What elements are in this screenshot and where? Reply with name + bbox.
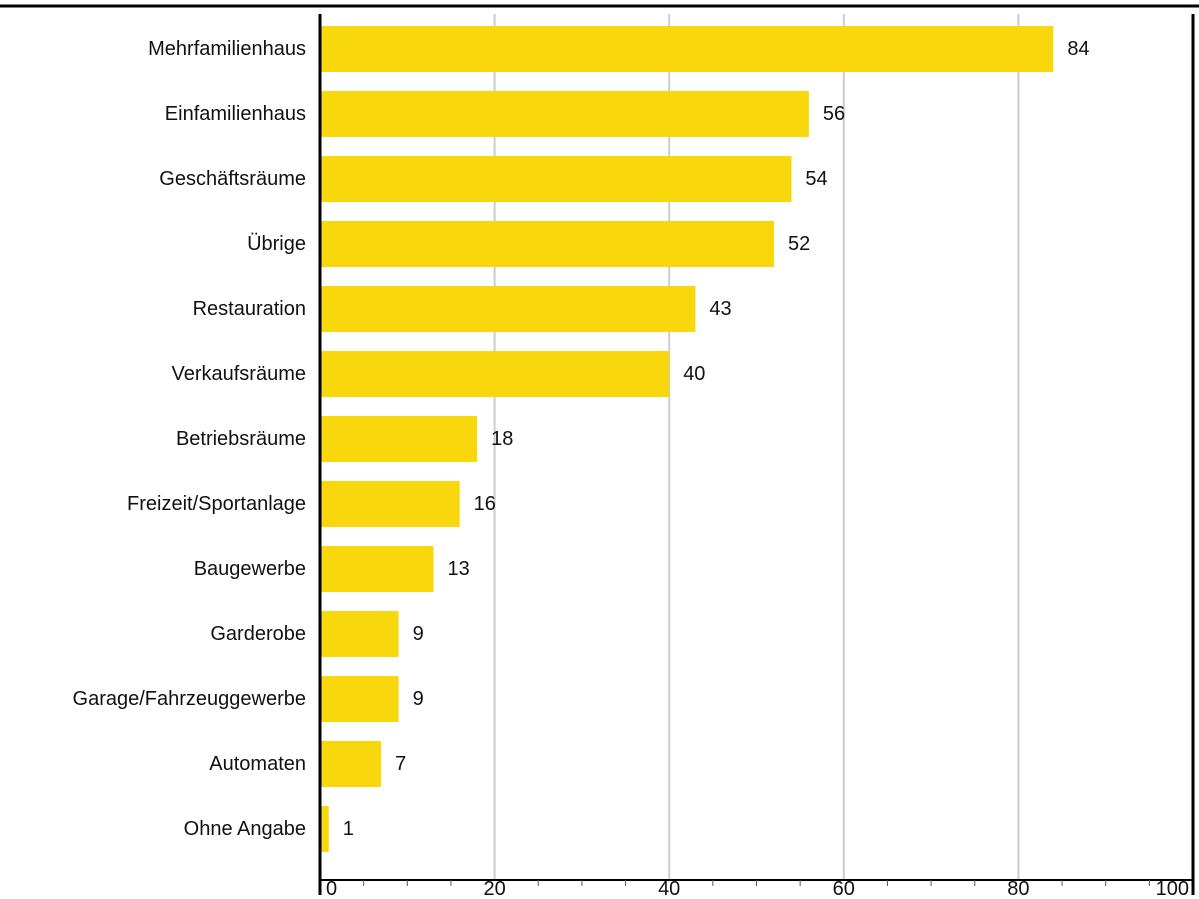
- x-tick-label-2: 40: [658, 878, 680, 899]
- category-label-5: Verkaufsräume: [171, 363, 306, 385]
- bar-2: [320, 156, 791, 202]
- x-tick-label-5: 100: [1156, 878, 1189, 899]
- value-label-4: 43: [709, 298, 731, 320]
- gridlines: [495, 14, 1193, 880]
- value-label-0: 84: [1067, 38, 1089, 60]
- x-tick-label-0: 0: [326, 878, 337, 899]
- category-label-1: Einfamilienhaus: [165, 103, 306, 125]
- bar-11: [320, 741, 381, 787]
- bar-8: [320, 546, 433, 592]
- value-label-5: 40: [683, 363, 705, 385]
- bar-1: [320, 91, 809, 137]
- bar-7: [320, 481, 460, 527]
- category-label-10: Garage/Fahrzeuggewerbe: [73, 688, 306, 710]
- category-label-0: Mehrfamilienhaus: [148, 38, 306, 60]
- value-label-11: 7: [395, 753, 406, 775]
- value-label-8: 13: [447, 558, 469, 580]
- x-tick-label-1: 20: [483, 878, 505, 899]
- bar-4: [320, 286, 695, 332]
- value-label-9: 9: [413, 623, 424, 645]
- category-label-2: Geschäftsräume: [159, 168, 306, 190]
- category-label-3: Übrige: [247, 233, 306, 255]
- value-label-1: 56: [823, 103, 845, 125]
- value-label-3: 52: [788, 233, 810, 255]
- x-tick-label-4: 80: [1007, 878, 1029, 899]
- bar-9: [320, 611, 399, 657]
- category-label-11: Automaten: [209, 753, 306, 775]
- value-label-2: 54: [805, 168, 827, 190]
- bar-5: [320, 351, 669, 397]
- category-label-4: Restauration: [193, 298, 306, 320]
- category-label-6: Betriebsräume: [176, 428, 306, 450]
- value-label-10: 9: [413, 688, 424, 710]
- value-label-6: 18: [491, 428, 513, 450]
- category-label-8: Baugewerbe: [194, 558, 306, 580]
- category-label-7: Freizeit/Sportanlage: [127, 493, 306, 515]
- bars: [320, 26, 1053, 852]
- bar-10: [320, 676, 399, 722]
- category-labels: Mehrfamilienhaus Einfamilienhaus Geschäfts…: [73, 38, 306, 840]
- bar-6: [320, 416, 477, 462]
- category-label-9: Garderobe: [210, 623, 306, 645]
- value-label-7: 16: [474, 493, 496, 515]
- bar-0: [320, 26, 1053, 72]
- value-label-12: 1: [343, 818, 354, 840]
- x-tick-label-3: 60: [833, 878, 855, 899]
- category-label-12: Ohne Angabe: [184, 818, 306, 840]
- bar-3: [320, 221, 774, 267]
